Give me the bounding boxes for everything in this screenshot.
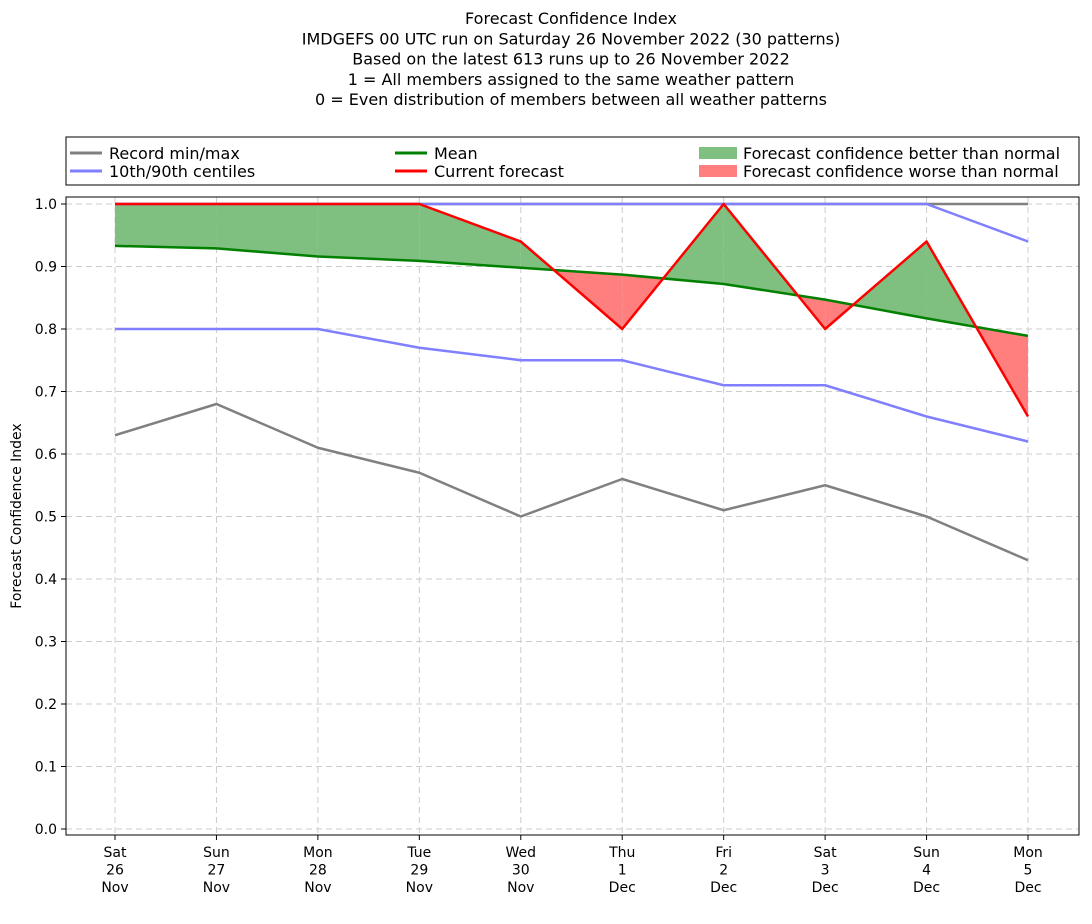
x-tick-label: Thu 1 Dec bbox=[608, 845, 636, 896]
y-tick-label: 0.4 bbox=[35, 572, 57, 588]
confidence-fill-segment bbox=[853, 241, 927, 319]
y-tick-label: 0.9 bbox=[35, 260, 57, 276]
confidence-fill-areas bbox=[115, 204, 1028, 417]
x-tick-label: Mon 5 Dec bbox=[1013, 845, 1043, 896]
title-line: 1 = All members assigned to the same wea… bbox=[348, 70, 795, 89]
confidence-fill-segment bbox=[115, 204, 217, 249]
legend-label: Mean bbox=[434, 144, 478, 163]
x-tick-label: Tue 29 Nov bbox=[406, 845, 433, 896]
series-lines bbox=[114, 202, 1030, 562]
legend-label: Record min/max bbox=[109, 144, 240, 163]
series-line-mean bbox=[114, 244, 1029, 338]
title-line: Based on the latest 613 runs up to 26 No… bbox=[352, 50, 790, 69]
grid bbox=[66, 197, 1079, 835]
y-tick-label: 0.8 bbox=[35, 322, 57, 338]
series-line-10th-90th-centiles bbox=[115, 327, 1029, 443]
y-tick-label: 0.7 bbox=[35, 385, 57, 401]
confidence-fill-segment bbox=[317, 204, 420, 261]
y-tick-label: 0.2 bbox=[35, 697, 57, 713]
title-line: Forecast Confidence Index bbox=[465, 9, 677, 28]
x-tick-label: Wed 30 Nov bbox=[506, 845, 537, 896]
series-line-record-min-max bbox=[114, 402, 1029, 562]
legend-label: Forecast confidence worse than normal bbox=[743, 162, 1059, 181]
y-axis: 0.0 0.1 0.2 0.3 0.4 0.5 0.6 0.7 0.8 0.9 1.0 bbox=[35, 197, 66, 838]
y-tick-label: 0.3 bbox=[35, 635, 57, 651]
legend-patch-swatch bbox=[699, 165, 737, 177]
confidence-fill-segment bbox=[216, 204, 318, 257]
legend-box bbox=[65, 136, 1080, 186]
legend-label: 10th/90th centiles bbox=[109, 162, 255, 181]
x-tick-label: Sun 4 Dec bbox=[913, 845, 940, 896]
x-tick-label: Fri 2 Dec bbox=[710, 845, 737, 896]
x-tick-label: Sat 3 Dec bbox=[812, 845, 839, 896]
legend-patch-swatch bbox=[699, 147, 737, 159]
x-tick-label: Mon 28 Nov bbox=[303, 845, 333, 896]
y-tick-label: 0.0 bbox=[35, 822, 57, 838]
confidence-fill-segment bbox=[419, 204, 521, 268]
y-tick-label: 0.6 bbox=[35, 447, 57, 463]
x-tick-label: Sat 26 Nov bbox=[101, 845, 128, 896]
y-tick-label: 0.1 bbox=[35, 760, 57, 776]
legend-label: Current forecast bbox=[434, 162, 564, 181]
title-line: IMDGEFS 00 UTC run on Saturday 26 Novemb… bbox=[302, 29, 841, 48]
y-axis-label: Forecast Confidence Index bbox=[9, 423, 25, 608]
series-line-current-forecast bbox=[115, 202, 1030, 418]
x-axis: Sat 26 Nov Sun 27 Nov Mon 28 Nov Tue 29 Nov Wed 30 Nov… bbox=[101, 835, 1043, 896]
title-line: 0 = Even distribution of members between… bbox=[315, 90, 827, 109]
y-tick-label: 0.5 bbox=[35, 510, 57, 526]
x-tick-label: Sun 27 Nov bbox=[203, 845, 230, 896]
y-tick-label: 1.0 bbox=[35, 197, 57, 213]
legend-label: Forecast confidence better than normal bbox=[743, 144, 1060, 163]
